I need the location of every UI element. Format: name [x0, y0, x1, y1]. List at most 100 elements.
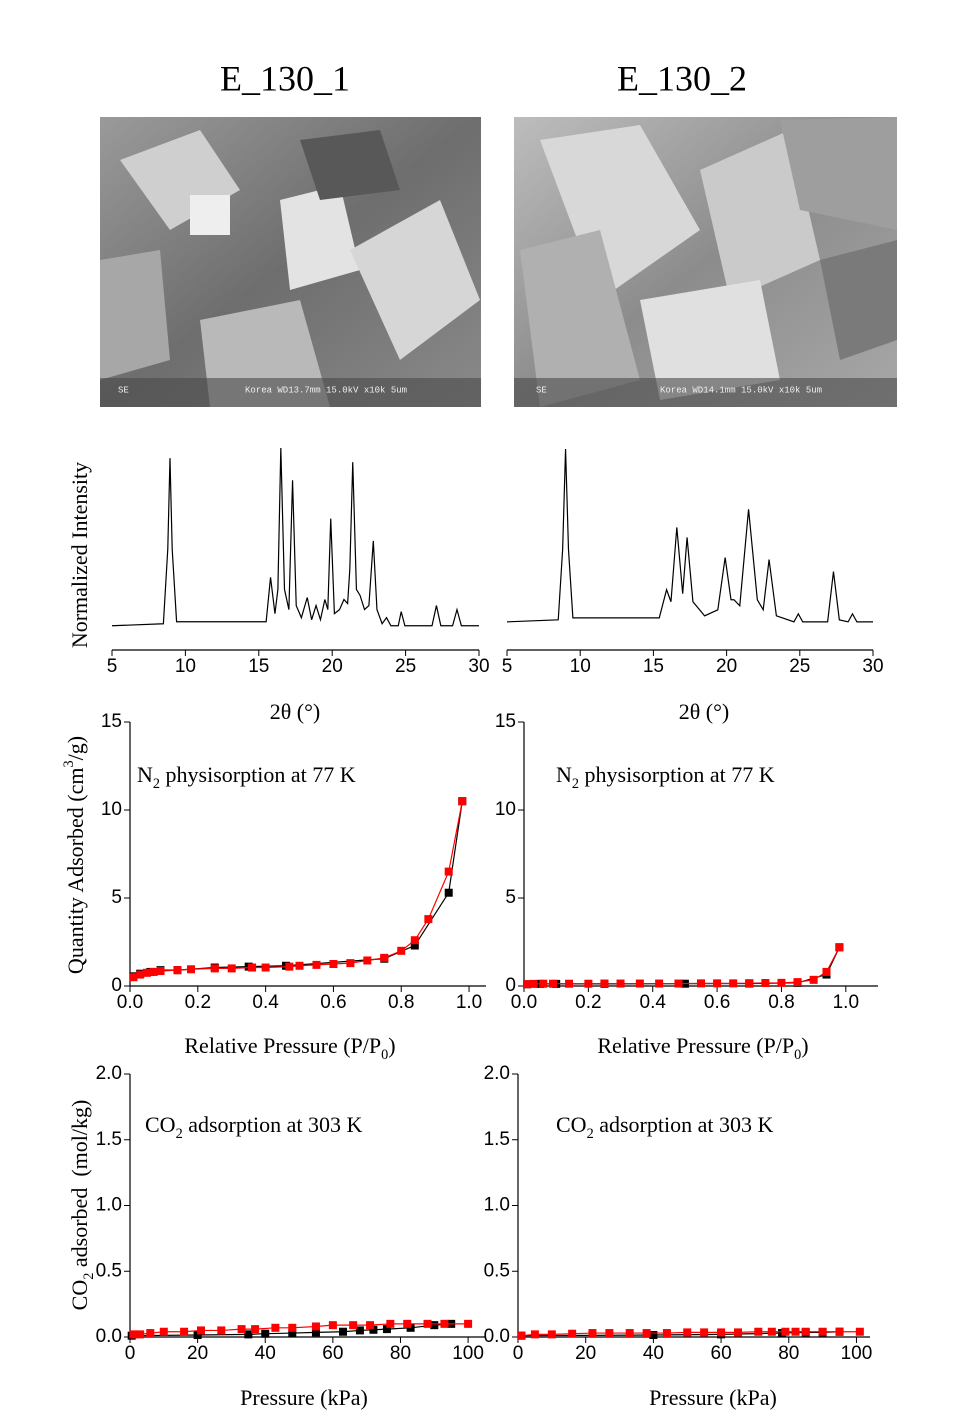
x-axis-label: Pressure (kPa) — [240, 1385, 368, 1410]
data-point — [397, 946, 406, 955]
data-point — [818, 1327, 827, 1336]
data-point — [761, 979, 770, 988]
y-axis-label: Normalized Intensity — [67, 462, 92, 648]
data-point — [271, 1323, 280, 1332]
x-axis-label: 2θ (°) — [679, 699, 730, 724]
data-point — [568, 1329, 577, 1338]
data-point — [855, 1327, 864, 1336]
y-tick-label: 10 — [101, 799, 122, 820]
sem-caption: SE — [536, 385, 547, 395]
data-point — [380, 953, 389, 962]
data-point — [745, 979, 754, 988]
x-tick-label: 0.0 — [117, 992, 143, 1013]
data-point — [809, 975, 818, 984]
data-point — [136, 970, 145, 979]
x-axis-label: 2θ (°) — [270, 699, 321, 724]
data-point — [156, 967, 165, 976]
x-tick-label: 0.6 — [320, 992, 346, 1013]
data-point — [149, 967, 158, 976]
data-point — [424, 915, 433, 924]
x-tick-label: 30 — [468, 656, 489, 677]
y-tick-label: 0.5 — [96, 1260, 122, 1281]
data-point — [822, 967, 831, 976]
annotation-part: 2 — [176, 1126, 183, 1142]
data-point — [674, 979, 683, 988]
y-axis-label-part: /g) — [63, 736, 88, 760]
sem-image: SE Korea WD14.1mm 15.0kV x10k 5um — [514, 117, 897, 407]
x-tick-label: 1.0 — [456, 992, 482, 1013]
data-point — [349, 1321, 358, 1330]
data-point — [386, 1319, 395, 1328]
x-tick-label: 5 — [107, 656, 118, 677]
data-point — [791, 1327, 800, 1336]
y-tick-label: 15 — [495, 711, 516, 732]
x-tick-label: 0.8 — [768, 992, 794, 1013]
sem-caption: Korea WD14.1mm 15.0kV x10k 5um — [660, 385, 822, 395]
x-tick-label: 10 — [570, 656, 591, 677]
data-point — [584, 979, 593, 988]
data-point — [369, 1325, 378, 1334]
data-point — [777, 978, 786, 987]
data-point — [649, 1331, 658, 1340]
data-point — [251, 1325, 260, 1334]
data-point — [655, 979, 664, 988]
data-point — [159, 1327, 168, 1336]
x-tick-label: 25 — [789, 656, 810, 677]
annotation-part: adsorption at 303 K — [183, 1112, 363, 1137]
annotation-part: CO — [556, 1112, 587, 1137]
x-axis-label-part: ) — [801, 1033, 808, 1058]
y-tick-label: 1.5 — [484, 1129, 510, 1150]
data-point — [248, 963, 257, 972]
x-tick-label: 40 — [255, 1343, 276, 1364]
x-axis-label: Pressure (kPa) — [649, 1385, 777, 1410]
data-point — [440, 1319, 449, 1328]
data-point — [244, 1330, 253, 1339]
data-point — [635, 979, 644, 988]
y-tick-label: 10 — [495, 799, 516, 820]
data-point — [529, 979, 538, 988]
data-point — [329, 960, 338, 968]
data-point — [697, 979, 705, 988]
x-tick-label: 0 — [513, 1343, 524, 1364]
series-line — [111, 447, 479, 627]
data-point — [237, 1325, 246, 1334]
data-point — [339, 1327, 347, 1336]
data-point — [430, 1321, 439, 1330]
data-point — [565, 979, 574, 988]
x-axis-label-part: 2θ (°) — [679, 699, 730, 724]
y-axis-label-part: Quantity Adsorbed (cm — [63, 768, 88, 975]
x-tick-label: 100 — [452, 1343, 484, 1364]
data-point — [288, 1323, 297, 1332]
x-tick-label: 40 — [643, 1343, 664, 1364]
x-tick-label: 0 — [125, 1343, 136, 1364]
series-line — [133, 801, 463, 978]
y-tick-label: 5 — [505, 887, 516, 908]
x-axis-label-part: 0 — [794, 1047, 801, 1063]
data-point — [173, 966, 182, 975]
data-point — [180, 1327, 189, 1336]
x-tick-label: 60 — [711, 1343, 732, 1364]
x-tick-label: 80 — [778, 1343, 799, 1364]
y-axis-label-part: CO — [67, 1280, 92, 1311]
series-line — [506, 448, 873, 623]
series-line — [133, 801, 463, 977]
x-axis-label-part: Relative Pressure (P/P — [597, 1033, 794, 1058]
annotation-part: 2 — [572, 776, 579, 792]
x-tick-label: 30 — [862, 656, 883, 677]
data-point — [444, 867, 453, 876]
data-point — [835, 943, 844, 952]
annotation: N2 physisorption at 77 K — [137, 762, 356, 792]
x-axis-label-part: Pressure (kPa) — [649, 1385, 777, 1410]
x-tick-label: 0.8 — [388, 992, 414, 1013]
series-line — [527, 947, 840, 985]
x-tick-label: 1.0 — [833, 992, 859, 1013]
x-tick-label: 0.2 — [185, 992, 211, 1013]
data-point — [217, 1326, 226, 1335]
annotation-part: 2 — [153, 776, 160, 792]
data-point — [547, 1330, 556, 1339]
data-point — [288, 1329, 297, 1338]
x-tick-label: 20 — [322, 656, 343, 677]
data-point — [410, 941, 419, 950]
